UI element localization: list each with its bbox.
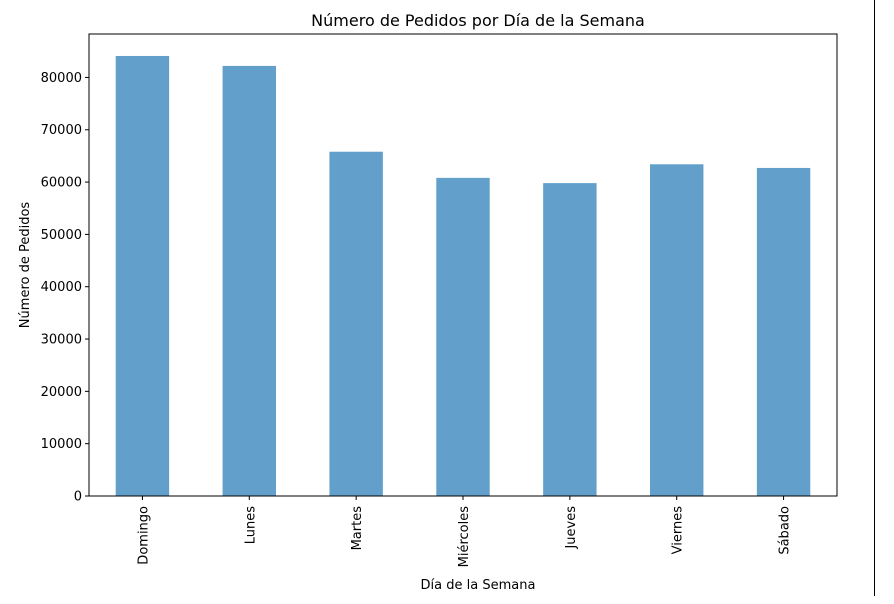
bar-miércoles xyxy=(436,177,490,496)
y-tick-label: 30000 xyxy=(41,333,82,348)
y-tick-label: 50000 xyxy=(41,228,82,243)
bars-group xyxy=(115,55,811,497)
bar-lunes xyxy=(222,65,276,496)
x-tick-label: Miércoles xyxy=(457,506,472,568)
y-tick-label: 20000 xyxy=(41,385,82,400)
y-tick-label: 60000 xyxy=(41,176,82,191)
right-edge-line xyxy=(874,0,875,596)
x-axis-label: Día de la Semana xyxy=(421,578,536,593)
x-tick-label: Sábado xyxy=(778,506,793,555)
y-tick-label: 80000 xyxy=(41,71,82,86)
bar-martes xyxy=(329,151,383,496)
y-tick-label: 10000 xyxy=(41,437,82,452)
chart-title: Número de Pedidos por Día de la Semana xyxy=(311,11,645,30)
bar-jueves xyxy=(543,183,597,497)
plot-frame xyxy=(88,33,838,497)
y-axis-label: Número de Pedidos xyxy=(18,202,33,329)
x-tick-label: Viernes xyxy=(671,506,686,555)
bar-sábado xyxy=(756,167,811,497)
x-tick-label: Jueves xyxy=(564,506,579,550)
y-axis: 0 10000 20000 30000 40000 50000 60000 70000 8000… xyxy=(41,71,89,505)
x-tick-label: Martes xyxy=(350,506,365,551)
y-tick-label: 0 xyxy=(74,490,82,505)
y-tick-label: 40000 xyxy=(41,280,82,295)
x-tick-label: Domingo xyxy=(136,506,151,565)
x-tick-label: Lunes xyxy=(243,506,258,544)
x-axis: Domingo Lunes Martes Miércoles Jueves Viernes… xyxy=(136,496,793,568)
bar-domingo xyxy=(115,55,170,496)
bar-viernes xyxy=(650,164,704,496)
y-tick-label: 70000 xyxy=(41,123,82,138)
